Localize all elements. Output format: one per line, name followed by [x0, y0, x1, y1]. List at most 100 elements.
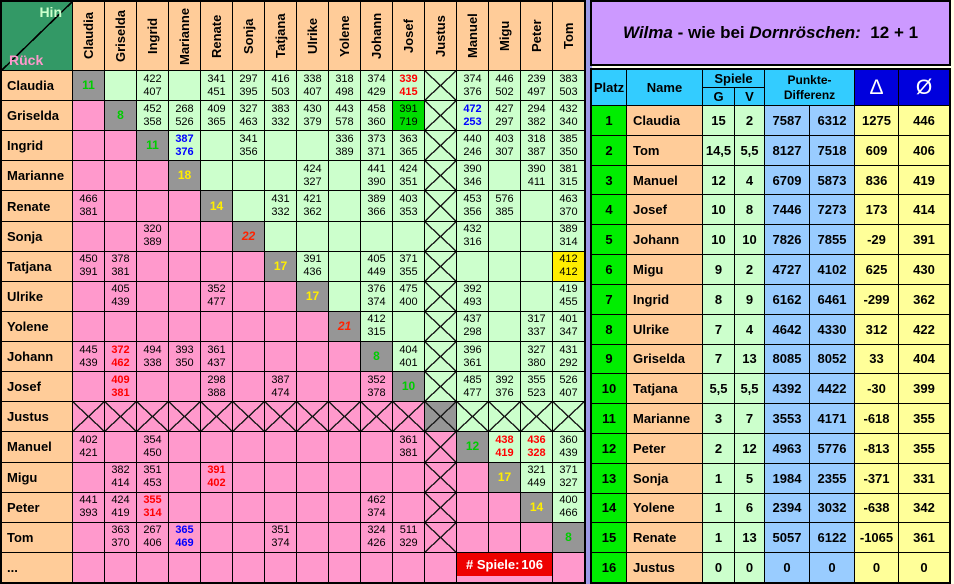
rueck-label: Rück: [9, 52, 44, 68]
score-value: 405: [367, 253, 386, 266]
score-cell: 405 449: [361, 251, 392, 281]
empty-cell: [329, 552, 360, 582]
score-cell: 355 314: [137, 492, 168, 522]
diagonal-value: 11: [82, 78, 95, 93]
row-header-ingrid: Ingrid: [2, 131, 72, 161]
player-name-cell: Ulrike: [627, 314, 702, 344]
points-header-line1: Punkte-: [787, 72, 832, 87]
empty-cell: [201, 221, 232, 251]
games-column-header: Spiele: [703, 70, 764, 87]
crossed-cell: [425, 462, 456, 492]
score-value: 443: [335, 102, 354, 115]
score-value: 268: [175, 102, 194, 115]
score-value: 338: [143, 356, 162, 369]
score-cell: 576 385: [489, 191, 520, 221]
empty-cell: [329, 191, 360, 221]
score-value: 355: [399, 266, 418, 279]
crossed-cell: [73, 402, 104, 432]
empty-cell: [233, 342, 264, 372]
empty-cell: [105, 552, 136, 582]
score-value: 419: [111, 507, 130, 520]
crossed-cell: [425, 281, 456, 311]
score-value: 392: [495, 373, 514, 386]
empty-cell: [137, 552, 168, 582]
empty-cell: [169, 311, 200, 342]
empty-cell: [521, 191, 552, 221]
score-value: 405: [111, 283, 130, 296]
wins-cell: 9: [703, 255, 734, 284]
score-value: 387: [271, 373, 290, 386]
score-value: 374: [367, 72, 386, 85]
games-count-label: # Spiele:: [466, 556, 520, 572]
score-value: 402: [207, 477, 226, 490]
player-name-cell: Justus: [627, 553, 702, 582]
score-value: 387: [527, 145, 546, 158]
score-value: 493: [463, 296, 482, 309]
score-cell: 374 429: [361, 71, 392, 101]
score-cell: 382 414: [105, 462, 136, 492]
score-value: 438: [495, 433, 514, 446]
score-value: 412: [559, 266, 578, 279]
empty-cell: [169, 462, 200, 492]
score-value: 267: [143, 524, 162, 537]
empty-cell: [521, 221, 552, 251]
score-cell: 475 400: [393, 281, 424, 311]
average-cell: 422: [899, 314, 949, 344]
score-cell: 405 439: [105, 281, 136, 311]
games-count-value: 106: [521, 556, 543, 572]
score-value: 316: [463, 236, 482, 249]
empty-cell: [73, 462, 104, 492]
score-value: 469: [175, 537, 194, 550]
score-cell: 462 374: [361, 492, 392, 522]
standings-table: Platz Name Spiele G V Punkte- Differenz …: [590, 68, 951, 584]
empty-cell: [169, 221, 200, 251]
empty-cell: [489, 161, 520, 191]
score-value: 422: [143, 72, 162, 85]
score-cell: 317 337: [521, 311, 552, 342]
score-value: 324: [367, 524, 386, 537]
diagonal-cell: 17: [297, 281, 328, 311]
score-value: 406: [143, 537, 162, 550]
diagonal-cell: 14: [521, 492, 552, 522]
diagonal-value: 14: [529, 499, 544, 514]
points-hin-cell: 5057: [765, 523, 809, 553]
score-value: 352: [207, 283, 226, 296]
empty-cell: [521, 251, 552, 281]
player-name-cell: Josef: [627, 195, 702, 225]
score-value: 502: [495, 85, 514, 98]
score-value: 436: [303, 266, 322, 279]
score-value: 439: [111, 296, 130, 309]
score-cell: 351 453: [137, 462, 168, 492]
empty-cell: [393, 311, 424, 342]
score-cell: 385 350: [553, 131, 584, 161]
losses-cell: 13: [735, 523, 764, 553]
points-hin-cell: 7826: [765, 225, 809, 255]
column-header-ingrid: Ingrid: [137, 2, 168, 70]
score-value: 372: [111, 343, 130, 356]
score-cell: 372 462: [105, 342, 136, 372]
empty-cell: [73, 221, 104, 251]
score-cell: 440 246: [457, 131, 488, 161]
average-cell: 419: [899, 165, 949, 195]
crossed-cell: [457, 402, 488, 432]
row-header-manuel: Manuel: [2, 432, 72, 462]
score-value: 318: [335, 72, 354, 85]
name-column-header: Name: [627, 70, 702, 105]
wins-cell: 8: [703, 284, 734, 314]
empty-cell: [329, 492, 360, 522]
column-header-josef: Josef: [393, 2, 424, 70]
score-value: 421: [79, 446, 98, 459]
score-cell: 412 412: [553, 251, 584, 281]
empty-cell: [329, 251, 360, 281]
wins-cell: 7: [703, 344, 734, 374]
score-value: 526: [559, 373, 578, 386]
delta-cell: -618: [855, 404, 898, 433]
points-hin-cell: 6709: [765, 165, 809, 195]
losses-cell: 5: [735, 463, 764, 493]
score-value: 347: [559, 326, 578, 339]
score-cell: 526 407: [553, 372, 584, 402]
crossed-cell: [425, 221, 456, 251]
empty-cell: [553, 552, 584, 582]
row-header-johann: Johann: [2, 342, 72, 372]
score-value: 327: [559, 477, 578, 490]
